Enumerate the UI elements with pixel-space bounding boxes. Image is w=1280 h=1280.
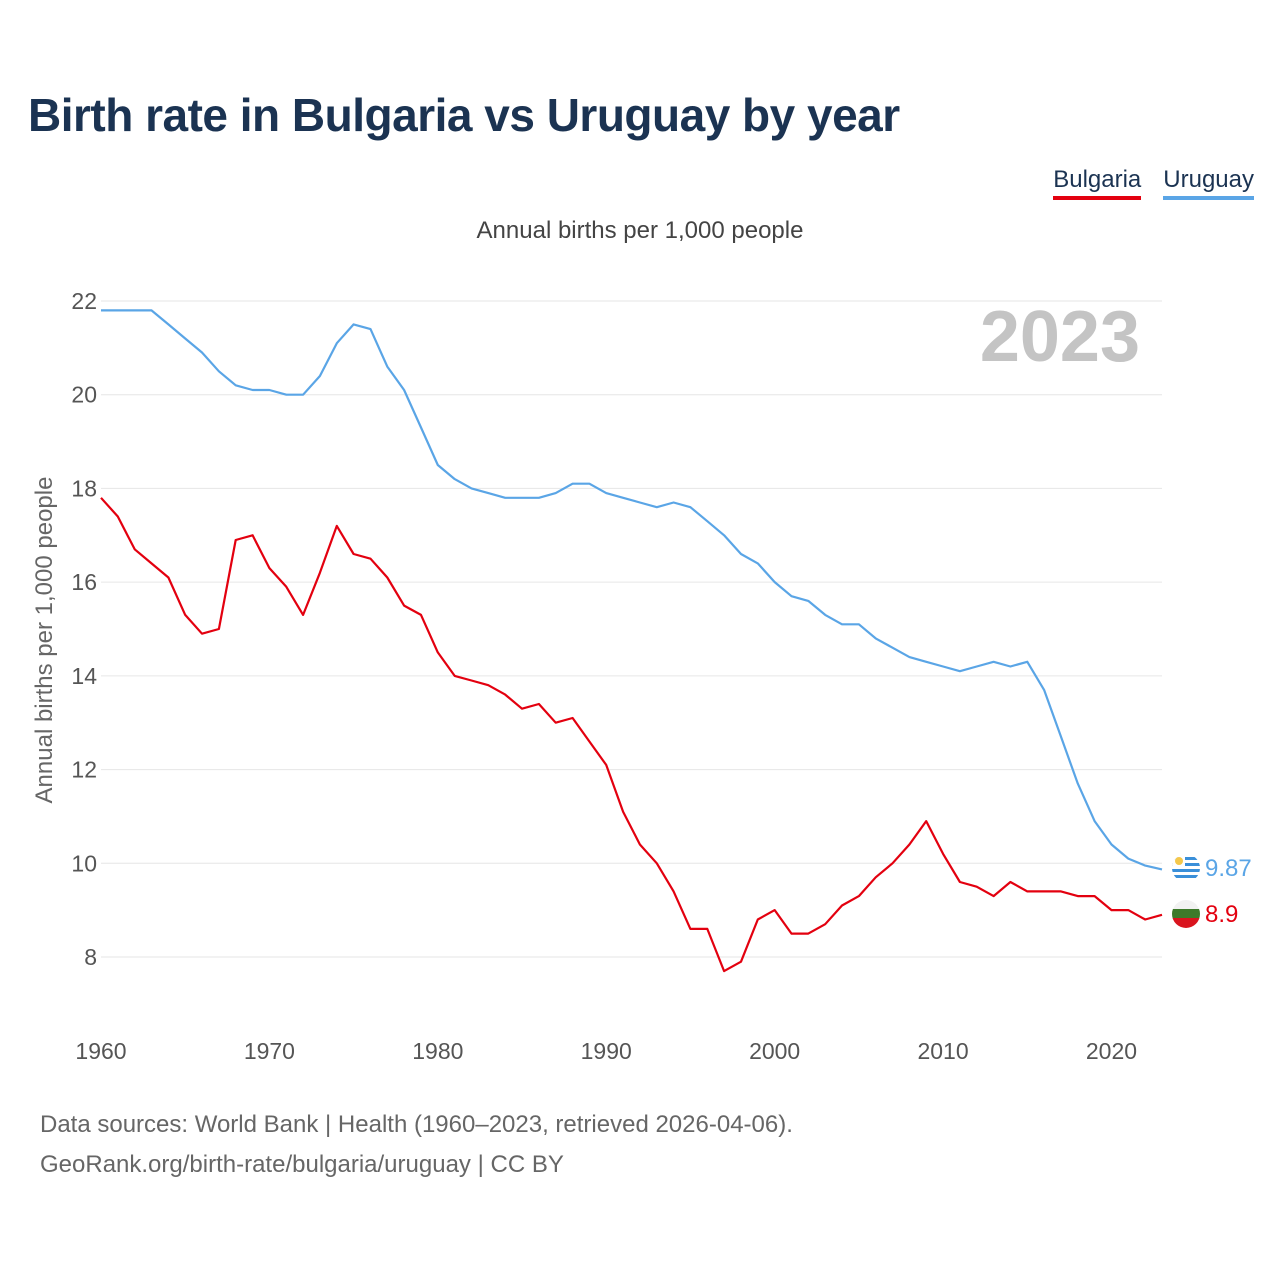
y-tick-label: 14 xyxy=(71,663,97,689)
y-tick-label: 10 xyxy=(71,850,97,876)
x-tick-label: 2010 xyxy=(917,1038,968,1064)
y-tick-label: 18 xyxy=(71,475,97,501)
y-tick-label: 8 xyxy=(84,944,97,970)
x-tick-label: 1960 xyxy=(75,1038,126,1064)
footer-link[interactable]: GeoRank.org/birth-rate/bulgaria/uruguay … xyxy=(40,1151,564,1178)
y-tick-label: 12 xyxy=(71,757,97,783)
chart-subtitle: Annual births per 1,000 people xyxy=(476,217,804,244)
year-badge: 2023 xyxy=(980,297,1140,377)
bulgaria-end-label: 8.9 xyxy=(1205,901,1238,928)
x-tick-label: 1980 xyxy=(412,1038,463,1064)
legend-uruguay[interactable]: Uruguay xyxy=(1163,166,1254,200)
footer: Data sources: World Bank | Health (1960–… xyxy=(40,1105,793,1185)
series-line-uruguay[interactable] xyxy=(101,309,1163,871)
chart-title: Birth rate in Bulgaria vs Uruguay by yea… xyxy=(28,89,900,141)
x-tick-label: 2000 xyxy=(749,1038,800,1064)
uruguay-end-label: 9.87 xyxy=(1205,855,1252,882)
legend-bulgaria[interactable]: Bulgaria xyxy=(1053,166,1142,200)
y-tick-label: 20 xyxy=(71,382,97,408)
y-tick-label: 22 xyxy=(71,288,97,314)
footer-sources: Data sources: World Bank | Health (1960–… xyxy=(40,1111,793,1138)
y-tick-label: 16 xyxy=(71,569,97,595)
y-axis-label: Annual births per 1,000 people xyxy=(31,477,58,804)
uruguay-flag-icon xyxy=(1172,854,1200,882)
x-tick-label: 1970 xyxy=(244,1038,295,1064)
legend: Bulgaria Uruguay xyxy=(1053,166,1254,200)
series-line-bulgaria[interactable] xyxy=(100,497,1163,973)
line-chart: 8 10 12 14 16 18 20 22 1960 1970 1980 1990 2000 2010… xyxy=(31,288,1252,1064)
bulgaria-flag-icon xyxy=(1172,900,1200,928)
x-tick-label: 1990 xyxy=(581,1038,632,1064)
x-tick-label: 2020 xyxy=(1086,1038,1137,1064)
